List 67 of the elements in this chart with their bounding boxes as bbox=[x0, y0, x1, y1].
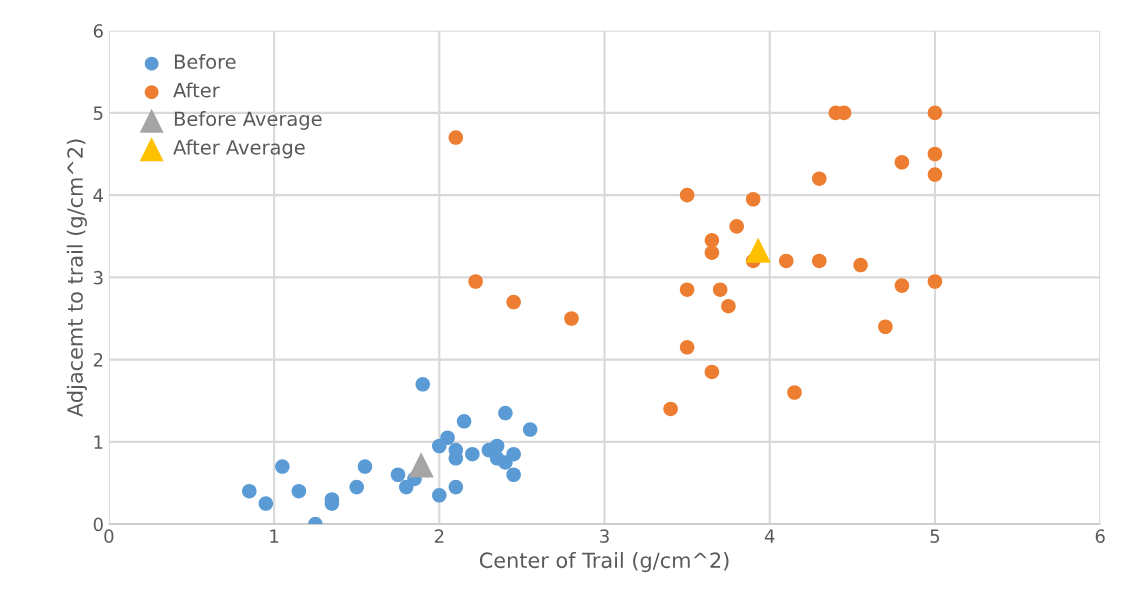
point bbox=[242, 483, 257, 499]
point bbox=[663, 401, 678, 417]
y-tick-label: 0 bbox=[93, 517, 103, 532]
point bbox=[679, 282, 695, 297]
point bbox=[745, 191, 761, 207]
x-tick-label: 0 bbox=[104, 529, 114, 543]
legend-label: After Average bbox=[173, 139, 305, 159]
point bbox=[408, 452, 434, 478]
legend-label: After bbox=[173, 82, 220, 98]
point bbox=[927, 274, 943, 289]
point bbox=[390, 467, 406, 483]
point bbox=[448, 479, 464, 495]
point bbox=[704, 233, 720, 248]
x-tick-label: 2 bbox=[434, 529, 444, 543]
point bbox=[679, 187, 695, 203]
point bbox=[415, 377, 431, 392]
point bbox=[878, 319, 893, 335]
point bbox=[812, 253, 827, 269]
point bbox=[704, 245, 720, 260]
x-tick-label: 6 bbox=[1095, 529, 1105, 543]
point bbox=[745, 237, 771, 263]
y-tick-label: 3 bbox=[93, 270, 103, 285]
point bbox=[812, 171, 827, 186]
point bbox=[894, 154, 910, 170]
y-tick-label: 2 bbox=[93, 353, 103, 367]
x-tick-label: 3 bbox=[600, 529, 609, 543]
y-axis-title: Adjacemt to trail (g/cm^2) bbox=[66, 139, 87, 417]
y-tick-label: 1 bbox=[94, 435, 103, 449]
point bbox=[468, 274, 483, 289]
y-tick-label: 5 bbox=[93, 106, 103, 121]
y-tick-label: 4 bbox=[93, 188, 103, 202]
point bbox=[721, 298, 736, 314]
point bbox=[853, 257, 868, 273]
point bbox=[465, 446, 480, 462]
point bbox=[349, 479, 364, 495]
point bbox=[679, 340, 695, 355]
point bbox=[506, 467, 521, 483]
point bbox=[522, 422, 538, 437]
x-tick-label: 1 bbox=[270, 529, 279, 543]
point bbox=[357, 459, 373, 474]
x-axis-title: Center of Trail (g/cm^2) bbox=[479, 552, 729, 573]
point bbox=[894, 278, 910, 293]
point bbox=[778, 253, 794, 269]
point bbox=[258, 496, 274, 511]
point bbox=[564, 311, 579, 326]
point bbox=[448, 130, 464, 145]
x-tick-label: 4 bbox=[764, 529, 775, 543]
y-tick-label: 6 bbox=[93, 24, 103, 38]
point bbox=[291, 483, 307, 499]
point bbox=[927, 167, 943, 182]
point bbox=[275, 459, 290, 474]
point bbox=[432, 488, 447, 503]
legend-label: Before Average bbox=[174, 111, 322, 130]
point bbox=[704, 364, 720, 380]
point bbox=[787, 385, 802, 400]
point bbox=[506, 446, 521, 462]
legend-label: Before bbox=[174, 53, 236, 70]
point bbox=[927, 105, 943, 121]
point bbox=[489, 438, 505, 454]
point bbox=[506, 294, 521, 310]
x-tick-label: 5 bbox=[930, 529, 940, 543]
point bbox=[440, 430, 455, 446]
point bbox=[498, 405, 513, 421]
point bbox=[729, 219, 744, 234]
point bbox=[456, 414, 472, 429]
point bbox=[712, 282, 728, 297]
point bbox=[927, 146, 943, 162]
